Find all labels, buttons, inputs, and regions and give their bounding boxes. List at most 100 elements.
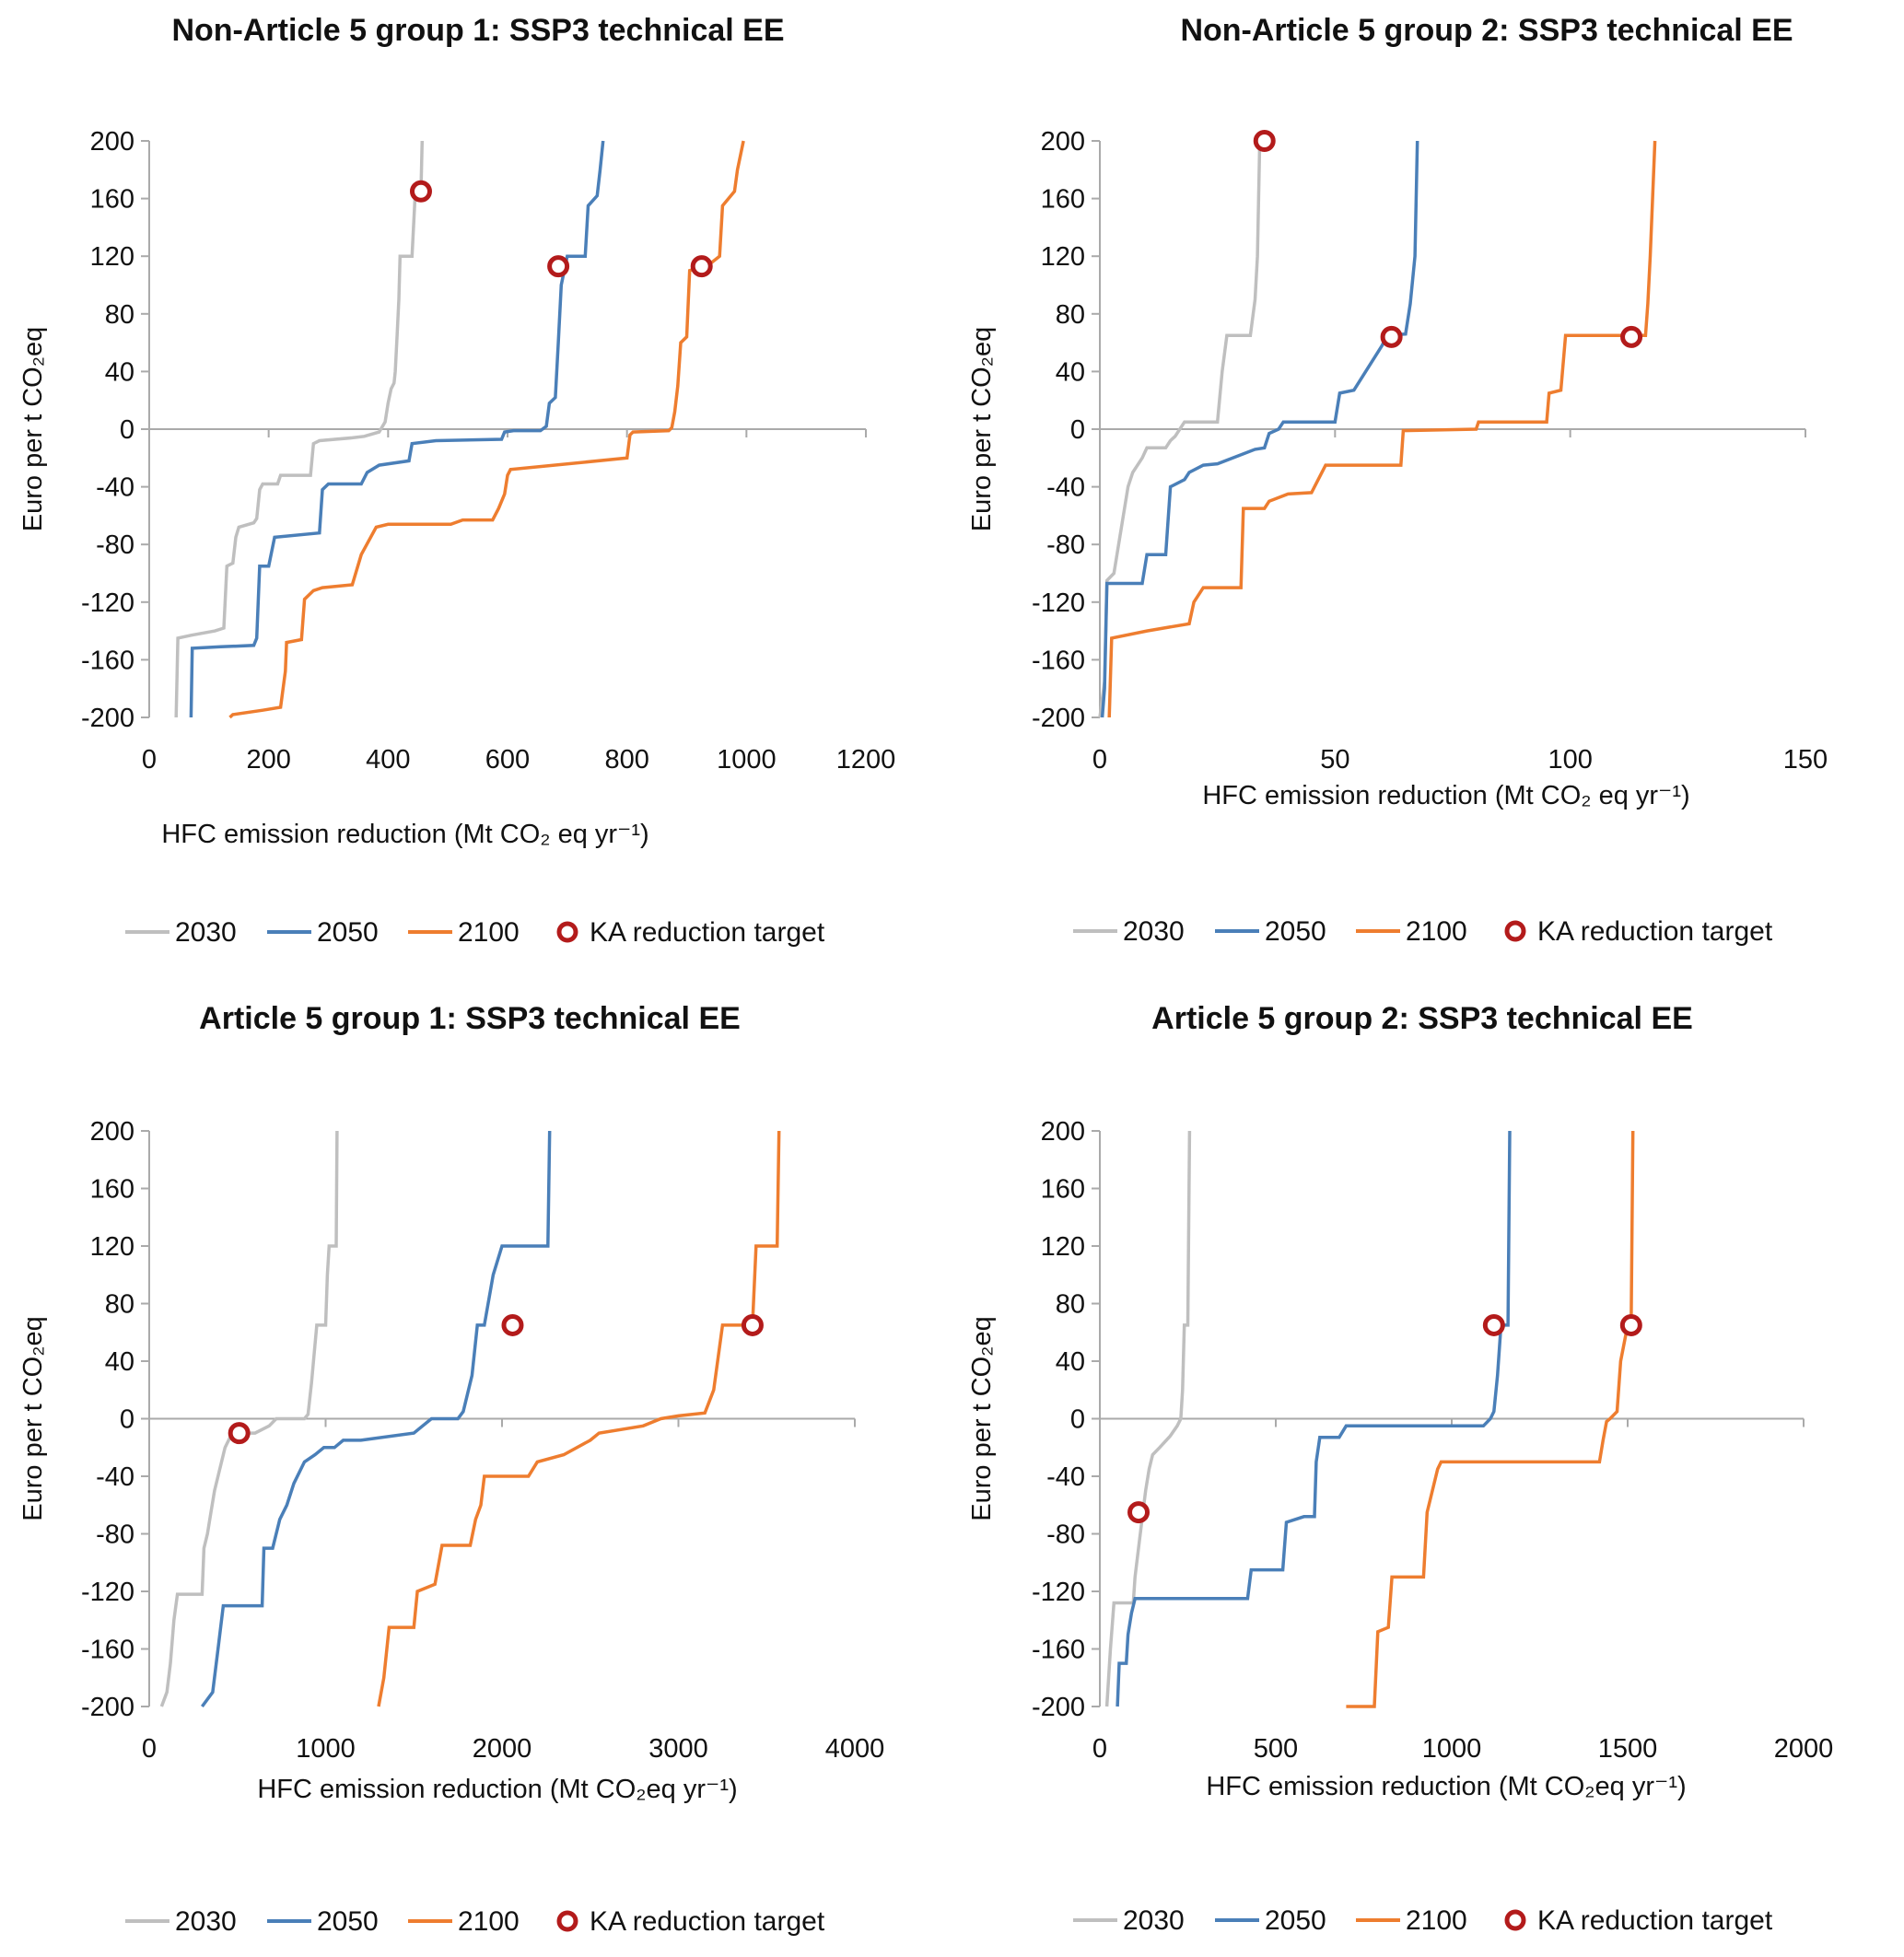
chart-panel-4: Article 5 group 2: SSP3 technical EE -200… bbox=[967, 1001, 1833, 1936]
ka-target-marker bbox=[1620, 325, 1643, 348]
y-tick-label: 40 bbox=[1056, 357, 1085, 387]
y-tick-label: -80 bbox=[96, 1520, 134, 1550]
y-tick-label: 120 bbox=[90, 1232, 134, 1262]
y-tick-label: 160 bbox=[1041, 185, 1085, 215]
y-tick-label: 120 bbox=[1041, 242, 1085, 272]
y-tick-label: 0 bbox=[120, 415, 134, 445]
ka-target-marker bbox=[228, 1422, 251, 1445]
legend-label: 2050 bbox=[317, 1906, 379, 1937]
legend-label: KA reduction target bbox=[590, 1906, 825, 1937]
legend-label: 2100 bbox=[458, 1906, 520, 1937]
series-line-2050 bbox=[1116, 1130, 1512, 1707]
x-tick-label: 150 bbox=[1783, 745, 1828, 775]
y-tick-label: 200 bbox=[90, 1117, 134, 1147]
legend-label: KA reduction target bbox=[590, 917, 825, 948]
y-tick-label: 80 bbox=[1056, 1290, 1085, 1320]
series-line-2100 bbox=[377, 1130, 781, 1707]
legend: 2030 2050 2100 KA reduction target bbox=[125, 1906, 825, 1937]
y-tick-label: -40 bbox=[96, 473, 134, 503]
legend-label: 2030 bbox=[1123, 916, 1185, 947]
legend-label: 2030 bbox=[1123, 1905, 1185, 1936]
y-tick-label: 160 bbox=[90, 185, 134, 215]
legend-label: 2100 bbox=[458, 917, 520, 948]
legend-label: KA reduction target bbox=[1537, 1905, 1773, 1936]
y-tick-label: -160 bbox=[1032, 646, 1085, 675]
legend-swatch-target bbox=[1504, 1909, 1526, 1931]
y-tick-label: 40 bbox=[105, 1347, 134, 1377]
series-line-2030 bbox=[159, 1130, 339, 1707]
y-tick-label: -120 bbox=[81, 588, 134, 618]
x-tick-label: 2000 bbox=[1774, 1734, 1834, 1764]
chart-title: Article 5 group 2: SSP3 technical EE bbox=[1151, 1001, 1693, 1036]
legend: 2030 2050 2100 KA reduction target bbox=[1073, 916, 1773, 947]
x-tick-label: 1000 bbox=[717, 745, 777, 775]
y-tick-label: 0 bbox=[1070, 1405, 1085, 1435]
x-tick-label: 1200 bbox=[836, 745, 896, 775]
ka-target-marker bbox=[1127, 1501, 1151, 1524]
y-tick-label: 0 bbox=[1070, 415, 1085, 445]
y-axis-label: Euro per t CO₂eq bbox=[18, 1316, 48, 1520]
y-tick-label: -120 bbox=[81, 1578, 134, 1607]
y-tick-label: -160 bbox=[1032, 1636, 1085, 1665]
legend-label: 2100 bbox=[1406, 1905, 1467, 1936]
legend-label: KA reduction target bbox=[1537, 916, 1773, 947]
y-tick-label: -40 bbox=[1046, 473, 1085, 503]
ka-target-marker bbox=[501, 1313, 524, 1336]
x-tick-label: 2000 bbox=[473, 1734, 532, 1764]
series-line-2100 bbox=[1107, 140, 1657, 718]
y-tick-label: 80 bbox=[105, 1290, 134, 1320]
x-tick-label: 50 bbox=[1320, 745, 1349, 775]
y-tick-label: -200 bbox=[1032, 1693, 1085, 1722]
y-tick-label: -200 bbox=[81, 704, 134, 733]
y-tick-label: -160 bbox=[81, 1636, 134, 1665]
x-tick-label: 1000 bbox=[1422, 1734, 1482, 1764]
ka-target-marker bbox=[547, 255, 570, 278]
x-tick-label: 100 bbox=[1548, 745, 1592, 775]
legend-swatch-target bbox=[556, 1910, 578, 1932]
ka-target-marker bbox=[1482, 1313, 1505, 1336]
y-tick-label: -80 bbox=[1046, 1520, 1085, 1550]
legend-label: 2030 bbox=[175, 917, 237, 948]
y-tick-label: 40 bbox=[105, 357, 134, 387]
series-line-2050 bbox=[200, 1130, 552, 1708]
y-tick-label: 0 bbox=[120, 1405, 134, 1435]
y-tick-label: 160 bbox=[90, 1175, 134, 1205]
legend-label: 2050 bbox=[1265, 1905, 1326, 1936]
y-tick-label: -80 bbox=[1046, 530, 1085, 560]
ka-target-marker bbox=[1380, 325, 1403, 348]
series-line-2030 bbox=[1098, 140, 1262, 718]
y-tick-label: -120 bbox=[1032, 1578, 1085, 1607]
x-tick-label: 800 bbox=[604, 745, 648, 775]
y-tick-label: 160 bbox=[1041, 1175, 1085, 1205]
legend-swatch-target bbox=[1504, 920, 1526, 942]
legend-swatch-target bbox=[556, 921, 578, 943]
legend-label: 2100 bbox=[1406, 916, 1467, 947]
x-tick-label: 1500 bbox=[1598, 1734, 1658, 1764]
legend-label: 2050 bbox=[317, 917, 379, 948]
y-tick-label: -200 bbox=[1032, 704, 1085, 733]
y-tick-label: -120 bbox=[1032, 588, 1085, 618]
x-tick-label: 200 bbox=[246, 745, 290, 775]
ka-target-marker bbox=[690, 255, 713, 278]
chart-panel-3: Article 5 group 1: SSP3 technical EE -200… bbox=[18, 1001, 884, 1937]
y-tick-label: 200 bbox=[1041, 127, 1085, 157]
ka-target-marker bbox=[409, 180, 432, 203]
x-axis-label: HFC emission reduction (Mt CO₂ eq yr⁻¹) bbox=[1202, 781, 1689, 810]
x-axis-label: HFC emission reduction (Mt CO₂eq yr⁻¹) bbox=[257, 1775, 737, 1804]
chart-panel-1: Non-Article 5 group 1: SSP3 technical EE… bbox=[18, 13, 895, 948]
x-tick-label: 3000 bbox=[648, 1734, 708, 1764]
y-tick-label: 80 bbox=[1056, 300, 1085, 330]
chart-title: Article 5 group 1: SSP3 technical EE bbox=[199, 1001, 741, 1036]
y-tick-label: -200 bbox=[81, 1693, 134, 1722]
x-tick-label: 0 bbox=[142, 1734, 157, 1764]
x-tick-label: 500 bbox=[1254, 1734, 1298, 1764]
x-tick-label: 4000 bbox=[825, 1734, 885, 1764]
y-tick-label: 80 bbox=[105, 300, 134, 330]
x-tick-label: 0 bbox=[1092, 745, 1107, 775]
legend-label: 2030 bbox=[175, 1906, 237, 1937]
legend: 2030 2050 2100 KA reduction target bbox=[125, 917, 825, 948]
x-axis-label: HFC emission reduction (Mt CO₂ eq yr⁻¹) bbox=[161, 820, 648, 849]
y-tick-label: 200 bbox=[1041, 1117, 1085, 1147]
ka-target-marker bbox=[1253, 130, 1276, 152]
